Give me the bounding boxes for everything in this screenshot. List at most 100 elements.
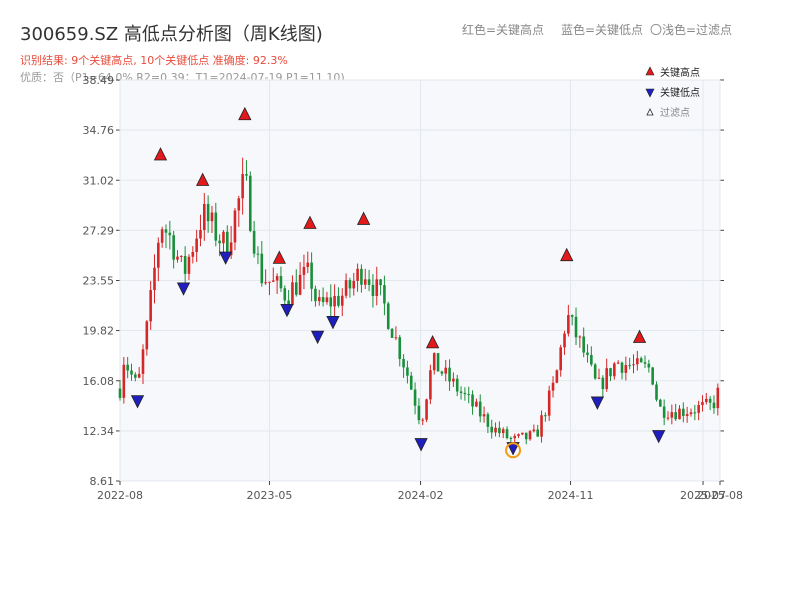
candle: [325, 291, 329, 305]
candle: [498, 421, 501, 438]
candle: [321, 287, 325, 307]
candle-body: [459, 391, 463, 393]
key-low-marker: [310, 330, 325, 345]
legend-red-text: 红色=关键高点: [462, 23, 545, 37]
candle: [421, 417, 425, 426]
candle-body: [379, 279, 382, 286]
candle: [386, 301, 390, 330]
candle: [241, 157, 244, 215]
candle-body: [452, 378, 455, 382]
candle: [601, 375, 605, 399]
candle: [383, 275, 386, 316]
key-low-marker: [326, 316, 340, 330]
candle-body: [670, 412, 674, 418]
candle-body: [195, 238, 198, 252]
candle-body: [394, 337, 398, 339]
candle-body: [455, 378, 459, 392]
candle: [521, 432, 524, 436]
candle-body: [310, 262, 313, 289]
candle-body: [632, 364, 635, 366]
candle-body: [597, 377, 601, 379]
x-tick-label: 2022-08: [97, 489, 143, 502]
candle: [490, 419, 494, 439]
candle-body: [513, 435, 517, 439]
candle: [586, 344, 589, 363]
candle: [310, 252, 313, 302]
candle-body: [383, 285, 386, 304]
candle-body: [689, 412, 693, 415]
key-low-marker: [590, 396, 605, 410]
candle: [628, 357, 631, 370]
candle-body: [160, 229, 164, 243]
candle-body: [716, 387, 720, 409]
candle: [674, 403, 677, 421]
y-tick-label: 34.76: [83, 124, 115, 137]
candle: [547, 385, 551, 421]
candle: [348, 277, 352, 298]
candle-body: [643, 362, 647, 364]
key-high-marker: [303, 215, 317, 229]
candle-body: [271, 280, 275, 282]
candle-body: [210, 212, 214, 222]
candle-body: [329, 297, 333, 307]
candle: [528, 429, 532, 441]
candle: [425, 398, 428, 423]
y-tick-label: 38.49: [83, 74, 115, 87]
candle-body: [314, 288, 317, 302]
candle-body: [478, 401, 482, 417]
candle: [141, 344, 145, 384]
candle: [271, 267, 275, 283]
candle-body: [298, 274, 302, 295]
candle: [344, 273, 348, 299]
candle-body: [245, 174, 248, 176]
candle: [697, 400, 700, 421]
candle-body: [563, 333, 566, 348]
candle: [632, 354, 635, 374]
candle-body: [333, 295, 336, 307]
candle: [191, 246, 195, 264]
candle: [467, 386, 471, 404]
candle: [486, 412, 490, 434]
candle-body: [126, 364, 129, 371]
candle: [662, 399, 666, 426]
candle-body: [302, 266, 306, 275]
candle-body: [490, 426, 494, 433]
candle: [563, 330, 566, 355]
candle-body: [199, 229, 202, 239]
candle-body: [360, 268, 363, 285]
x-tick-label: 2025-08: [697, 489, 743, 502]
candle-body: [172, 235, 175, 260]
candle: [164, 224, 168, 249]
candle-body: [237, 198, 241, 211]
candle-body: [498, 427, 501, 434]
y-tick-label: 8.61: [90, 475, 115, 488]
candle: [555, 369, 559, 384]
candle-body: [168, 232, 172, 236]
candle: [475, 398, 478, 408]
candle: [203, 193, 206, 241]
candle: [440, 370, 444, 376]
candle: [590, 346, 593, 367]
candle-body: [697, 405, 700, 413]
candle-body: [467, 394, 471, 396]
key-low-marker: [414, 438, 428, 452]
candle-body: [241, 174, 244, 199]
candle: [264, 269, 267, 285]
candle: [118, 379, 122, 401]
candle-body: [402, 358, 405, 368]
candle-body: [386, 303, 390, 329]
candle: [337, 287, 340, 308]
candle-body: [613, 363, 616, 377]
candle: [122, 356, 126, 404]
candle-body: [176, 256, 179, 260]
highlight-ring: [505, 442, 522, 459]
candle-body: [432, 353, 436, 371]
candle-body: [352, 280, 356, 289]
y-tick-label: 27.29: [83, 224, 115, 237]
key-high-marker: [356, 211, 371, 225]
candle: [613, 362, 616, 380]
candle: [176, 250, 179, 263]
candle-body: [620, 362, 624, 373]
candle: [248, 171, 252, 233]
